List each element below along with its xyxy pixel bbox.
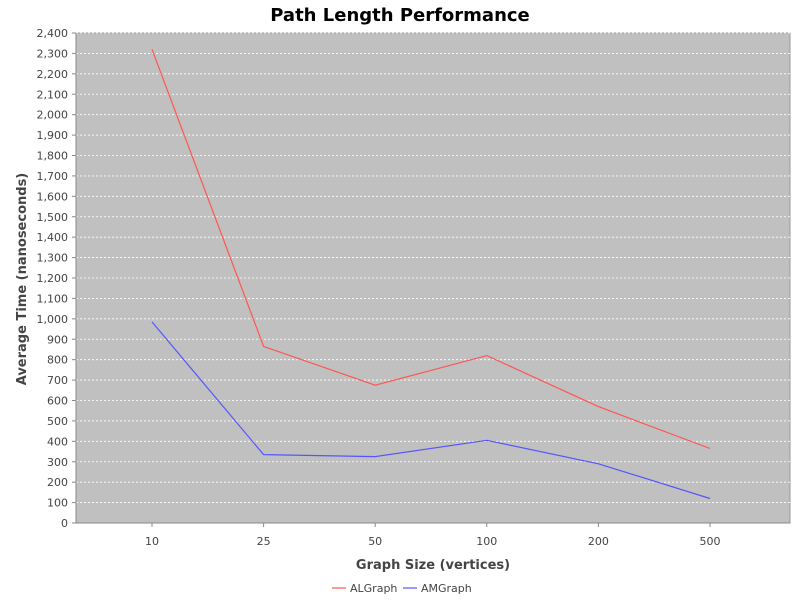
chart-title: Path Length Performance — [270, 5, 530, 26]
y-tick-label: 1,800 — [37, 150, 69, 163]
y-tick-label: 1,600 — [37, 190, 69, 203]
y-tick-label: 1,500 — [37, 211, 69, 224]
y-tick-label: 300 — [47, 456, 68, 469]
y-tick-label: 2,300 — [37, 47, 69, 60]
y-tick-label: 1,900 — [37, 129, 69, 142]
y-tick-label: 200 — [47, 476, 68, 489]
y-tick-label: 2,000 — [37, 109, 69, 122]
y-tick-label: 700 — [47, 374, 68, 387]
y-axis-title: Average Time (nanoseconds) — [15, 173, 30, 386]
x-tick-label: 100 — [476, 535, 497, 548]
y-tick-label: 100 — [47, 497, 68, 510]
y-tick-label: 900 — [47, 333, 68, 346]
legend: ALGraph AMGraph — [332, 582, 472, 595]
x-tick-label: 200 — [588, 535, 609, 548]
y-tick-label: 0 — [61, 517, 68, 530]
x-axis-title: Graph Size (vertices) — [356, 558, 510, 573]
y-tick-label: 1,300 — [37, 252, 69, 265]
y-tick-label: 2,400 — [37, 27, 69, 40]
y-tick-label: 500 — [47, 415, 68, 428]
legend-label: ALGraph — [350, 582, 397, 595]
x-axis-ticks: 10 25 50 100 200 500 — [145, 523, 721, 548]
y-tick-label: 2,200 — [37, 68, 69, 81]
y-tick-label: 1,700 — [37, 170, 69, 183]
x-tick-label: 10 — [145, 535, 159, 548]
y-tick-label: 1,200 — [37, 272, 69, 285]
y-tick-label: 1,000 — [37, 313, 69, 326]
x-tick-label: 500 — [700, 535, 721, 548]
x-tick-label: 25 — [257, 535, 271, 548]
y-tick-label: 400 — [47, 435, 68, 448]
legend-label: AMGraph — [421, 582, 472, 595]
y-tick-label: 1,400 — [37, 231, 69, 244]
x-tick-label: 50 — [368, 535, 382, 548]
y-tick-label: 600 — [47, 395, 68, 408]
y-tick-label: 1,100 — [37, 292, 69, 305]
y-axis-ticks: 0 100 200 300 400 500 600 700 800 900 1,000 1,100 1,… — [37, 27, 77, 530]
y-tick-label: 800 — [47, 354, 68, 367]
y-tick-label: 2,100 — [37, 88, 69, 101]
